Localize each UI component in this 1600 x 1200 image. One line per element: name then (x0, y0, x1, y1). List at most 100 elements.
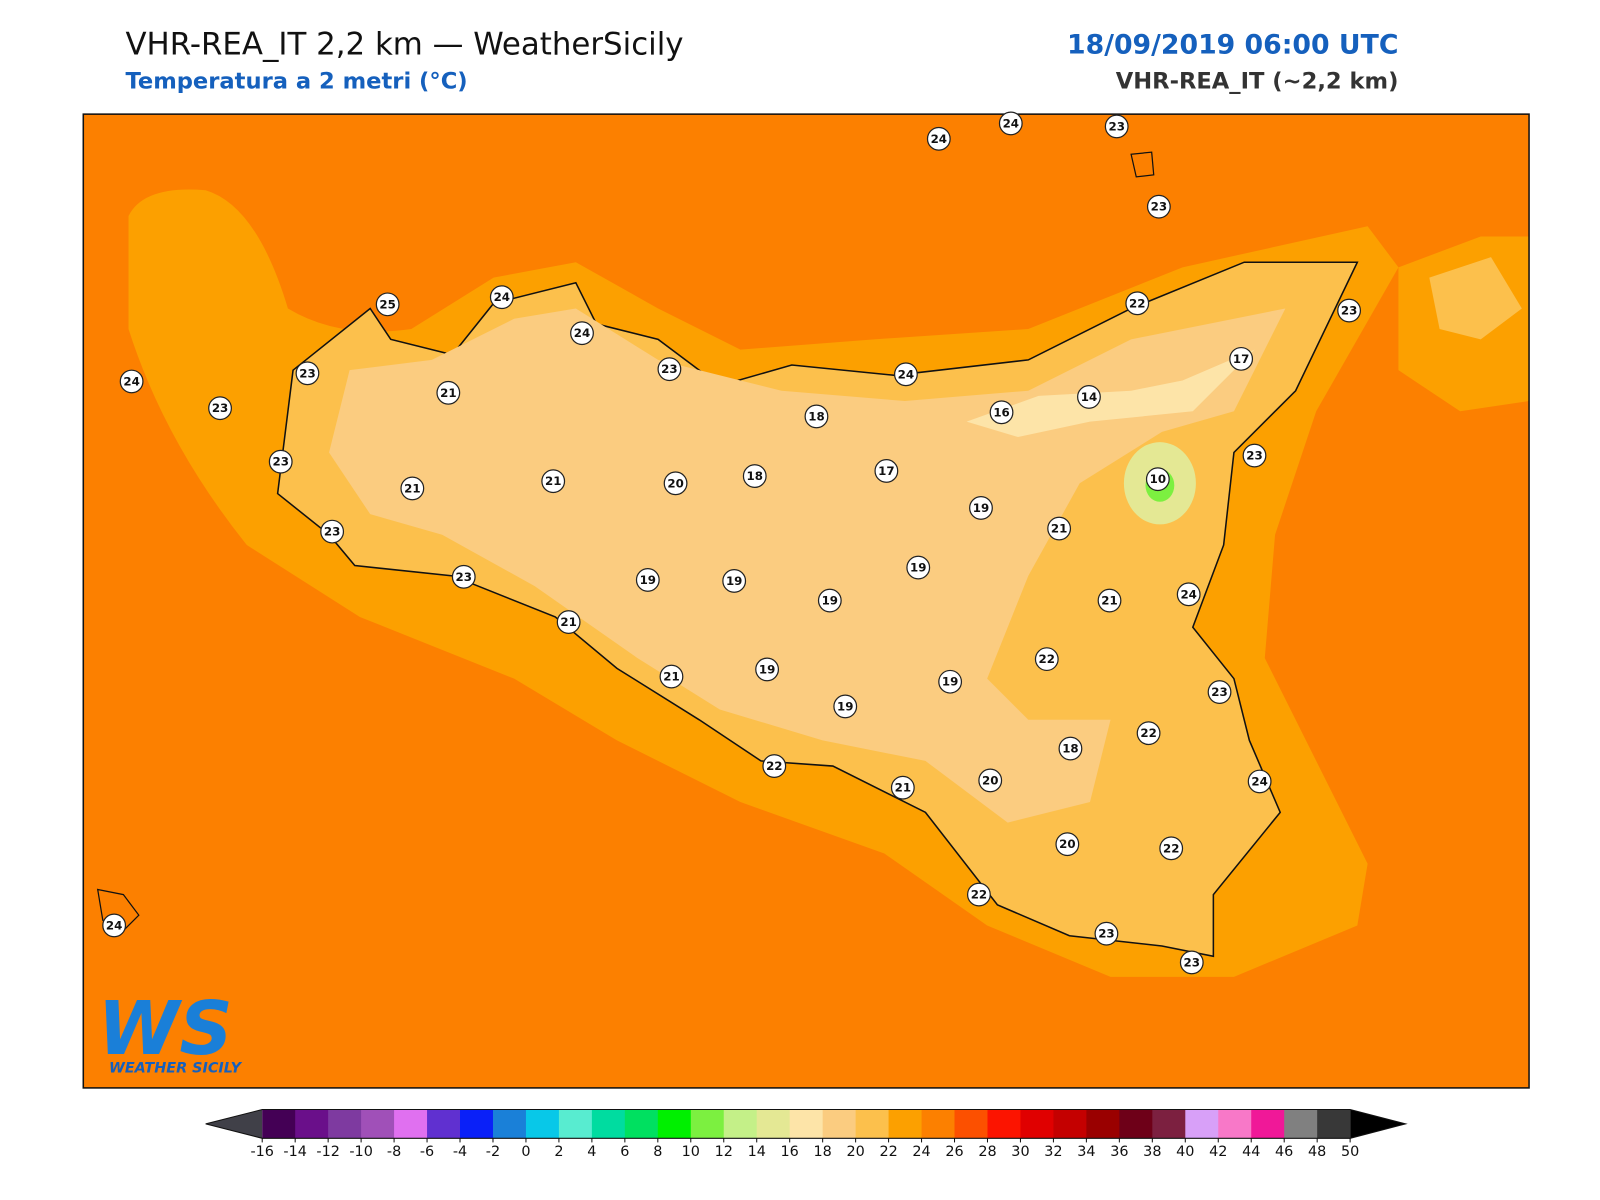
station-marker (1077, 384, 1101, 409)
colorbar-segment (723, 1109, 758, 1139)
colorbar-segment (822, 1109, 857, 1139)
map: 24 24 23 23 25 24 24 23 24 23 23 21 23 21 23 21 20 18 18 17… (82, 111, 1530, 1089)
station: 24 (893, 362, 918, 387)
station-value: 17 (1233, 352, 1249, 366)
colorbar-segment (657, 1109, 692, 1139)
colorbar-segment (525, 1109, 560, 1139)
station-value: 22 (1129, 296, 1145, 310)
station-value: 24 (123, 374, 139, 388)
station-value: 23 (661, 362, 677, 376)
station-value: 24 (1003, 116, 1019, 130)
station-marker (1242, 443, 1267, 468)
inland (329, 308, 1286, 823)
station: 14 (1077, 384, 1101, 409)
station-value: 23 (456, 570, 472, 584)
colorbar-tick-label: -14 (283, 1144, 306, 1160)
colorbar-segment (756, 1109, 791, 1139)
station: 21 (1097, 588, 1122, 613)
title: VHR-REA_IT 2,2 km — WeatherSicily (125, 26, 683, 62)
station-value: 20 (667, 476, 683, 490)
station: 18 (742, 464, 767, 489)
station: 21 (436, 380, 461, 405)
station-value: 19 (837, 699, 853, 713)
station: 22 (762, 754, 787, 778)
station-marker (1047, 516, 1072, 541)
station: 19 (969, 496, 993, 520)
station-marker (1207, 680, 1232, 704)
station: 24 (1247, 769, 1272, 794)
station: 22 (1159, 836, 1184, 861)
colorbar-tick-label: 46 (1275, 1144, 1293, 1160)
station-value: 24 (898, 367, 914, 381)
station-value: 19 (973, 501, 989, 515)
colorbar-tick-label: -4 (453, 1144, 467, 1160)
station-marker (893, 362, 918, 387)
colorbar-tick-label: 2 (554, 1144, 563, 1160)
station: 21 (541, 469, 566, 494)
station-value: 22 (1140, 726, 1156, 740)
station: 24 (102, 913, 127, 938)
colorbar-segment (1218, 1109, 1252, 1139)
colorbar-tick-label: 0 (521, 1144, 530, 1160)
colorbar-tick-label: 32 (1044, 1144, 1062, 1160)
station: 19 (722, 569, 747, 593)
colorbar-segment (295, 1109, 329, 1139)
station-value: 22 (971, 888, 987, 902)
map-frame (82, 113, 1530, 1089)
station-marker (119, 369, 144, 394)
station-marker (663, 471, 688, 496)
colorbar-under (205, 1109, 263, 1139)
station-marker (998, 111, 1023, 136)
station: 20 (1055, 832, 1080, 857)
station: 23 (1242, 443, 1267, 468)
station-value: 21 (404, 481, 420, 495)
station-marker (890, 775, 915, 800)
colorbar-segment (361, 1109, 395, 1139)
station: 23 (320, 519, 345, 544)
station-marker (657, 357, 682, 382)
station: 19 (755, 657, 780, 682)
colorbar-tick-label: 48 (1308, 1144, 1326, 1160)
station-value: 19 (822, 594, 838, 608)
colorbar-segment (394, 1109, 428, 1139)
calabria-inland (1429, 257, 1522, 340)
station-marker (570, 321, 594, 346)
station-value: 23 (1184, 955, 1200, 969)
station-marker (1229, 346, 1254, 371)
station: 23 (1207, 680, 1232, 704)
station-value: 18 (747, 469, 763, 483)
colorbar-tick-label: -2 (486, 1144, 500, 1160)
station: 19 (635, 568, 660, 592)
colorbar-segment (1185, 1109, 1219, 1139)
station-value: 22 (1163, 841, 1179, 855)
colorbar-segment (328, 1109, 362, 1139)
station-marker (451, 564, 476, 589)
station: 21 (556, 610, 581, 635)
station-value: 23 (299, 366, 315, 380)
colorbar-segment (1020, 1109, 1054, 1139)
station: 20 (663, 471, 688, 496)
colorbar-segment (1317, 1109, 1351, 1139)
colorbar-tick-label: 18 (814, 1144, 832, 1160)
station-value: 23 (324, 525, 340, 539)
colorbar-segment (262, 1109, 296, 1139)
station-value: 20 (1059, 837, 1075, 851)
colorbar-tick-label: 22 (879, 1144, 897, 1160)
station-marker (938, 669, 963, 694)
station-marker (1058, 736, 1083, 761)
station: 25 (375, 292, 400, 317)
colorbar-tick-label: 14 (748, 1144, 766, 1160)
station-marker (1104, 114, 1129, 139)
colorbar-segment (987, 1109, 1021, 1139)
station-value: 23 (1341, 304, 1357, 318)
station-marker (1145, 467, 1170, 492)
logo-text: WEATHER SICILY (109, 1060, 243, 1076)
station: 19 (938, 669, 963, 694)
station: 23 (208, 396, 232, 421)
station-value: 19 (910, 561, 926, 575)
station: 19 (833, 694, 858, 719)
station: 23 (1179, 950, 1204, 975)
station: 21 (659, 664, 684, 689)
station: 23 (268, 449, 293, 474)
station-value: 23 (1211, 685, 1227, 699)
